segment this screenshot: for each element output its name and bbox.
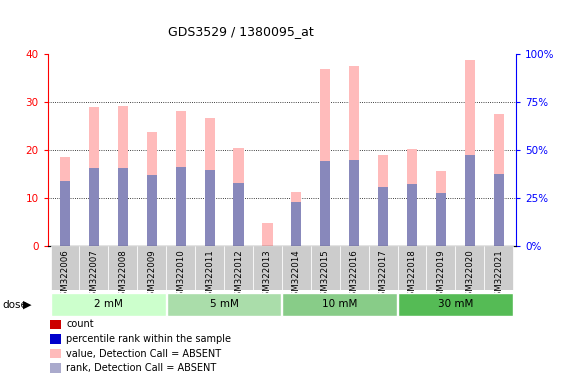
Text: percentile rank within the sample: percentile rank within the sample xyxy=(66,334,231,344)
Text: GSM322015: GSM322015 xyxy=(321,249,330,302)
Bar xyxy=(436,193,446,246)
Bar xyxy=(233,184,243,246)
Bar xyxy=(494,114,504,246)
Bar xyxy=(166,246,195,290)
Bar xyxy=(426,246,456,290)
Text: value, Detection Call = ABSENT: value, Detection Call = ABSENT xyxy=(66,349,222,359)
Bar xyxy=(176,167,186,246)
Bar xyxy=(50,246,80,290)
Bar xyxy=(60,181,70,246)
Text: GSM322018: GSM322018 xyxy=(407,249,416,302)
Bar xyxy=(89,168,99,246)
Bar xyxy=(320,69,330,246)
Bar xyxy=(494,174,504,246)
Bar xyxy=(320,161,330,246)
Bar xyxy=(137,246,166,290)
Bar xyxy=(456,246,484,290)
Bar xyxy=(253,246,282,290)
Bar xyxy=(378,187,388,246)
Bar xyxy=(205,170,215,246)
Text: GSM322013: GSM322013 xyxy=(263,249,272,302)
Text: GSM322010: GSM322010 xyxy=(176,249,185,302)
Bar xyxy=(224,246,253,290)
Bar xyxy=(398,246,426,290)
Bar xyxy=(398,293,513,316)
Bar xyxy=(118,169,128,246)
Bar xyxy=(60,157,70,246)
Text: ▶: ▶ xyxy=(22,300,31,310)
Text: 10 mM: 10 mM xyxy=(322,299,357,310)
Text: GSM322019: GSM322019 xyxy=(436,249,445,302)
Bar xyxy=(291,202,301,246)
Text: GSM322006: GSM322006 xyxy=(61,249,70,302)
Bar xyxy=(263,223,273,246)
Bar xyxy=(340,246,369,290)
Bar xyxy=(147,175,157,246)
Text: GDS3529 / 1380095_at: GDS3529 / 1380095_at xyxy=(168,25,314,38)
Bar xyxy=(89,106,99,246)
Bar xyxy=(195,246,224,290)
Bar xyxy=(283,293,397,316)
Text: GSM322009: GSM322009 xyxy=(148,249,157,302)
Bar xyxy=(369,246,398,290)
Text: GSM322020: GSM322020 xyxy=(466,249,475,302)
Text: count: count xyxy=(66,319,94,329)
Text: GSM322012: GSM322012 xyxy=(234,249,243,302)
Text: GSM322021: GSM322021 xyxy=(494,249,503,302)
Bar xyxy=(80,246,108,290)
Text: GSM322017: GSM322017 xyxy=(379,249,388,302)
Bar xyxy=(465,60,475,246)
Bar xyxy=(378,154,388,246)
Bar xyxy=(436,171,446,246)
Text: GSM322008: GSM322008 xyxy=(118,249,127,302)
Bar xyxy=(167,293,281,316)
Bar xyxy=(282,246,311,290)
Text: rank, Detection Call = ABSENT: rank, Detection Call = ABSENT xyxy=(66,363,217,373)
Bar xyxy=(233,148,243,246)
Bar xyxy=(205,118,215,246)
Bar xyxy=(349,66,359,246)
Text: GSM322007: GSM322007 xyxy=(89,249,98,302)
Bar xyxy=(465,154,475,246)
Bar xyxy=(118,106,128,246)
Bar xyxy=(349,161,359,246)
Bar xyxy=(407,149,417,246)
Bar xyxy=(108,246,137,290)
Text: 5 mM: 5 mM xyxy=(210,299,238,310)
Text: dose: dose xyxy=(3,300,27,310)
Text: GSM322014: GSM322014 xyxy=(292,249,301,302)
Bar xyxy=(51,293,165,316)
Text: 2 mM: 2 mM xyxy=(94,299,123,310)
Bar xyxy=(176,111,186,246)
Text: GSM322016: GSM322016 xyxy=(350,249,358,302)
Bar xyxy=(484,246,513,290)
Text: GSM322011: GSM322011 xyxy=(205,249,214,302)
Bar xyxy=(407,184,417,246)
Text: 30 mM: 30 mM xyxy=(438,299,473,310)
Bar xyxy=(147,131,157,246)
Bar xyxy=(311,246,340,290)
Bar xyxy=(291,192,301,246)
